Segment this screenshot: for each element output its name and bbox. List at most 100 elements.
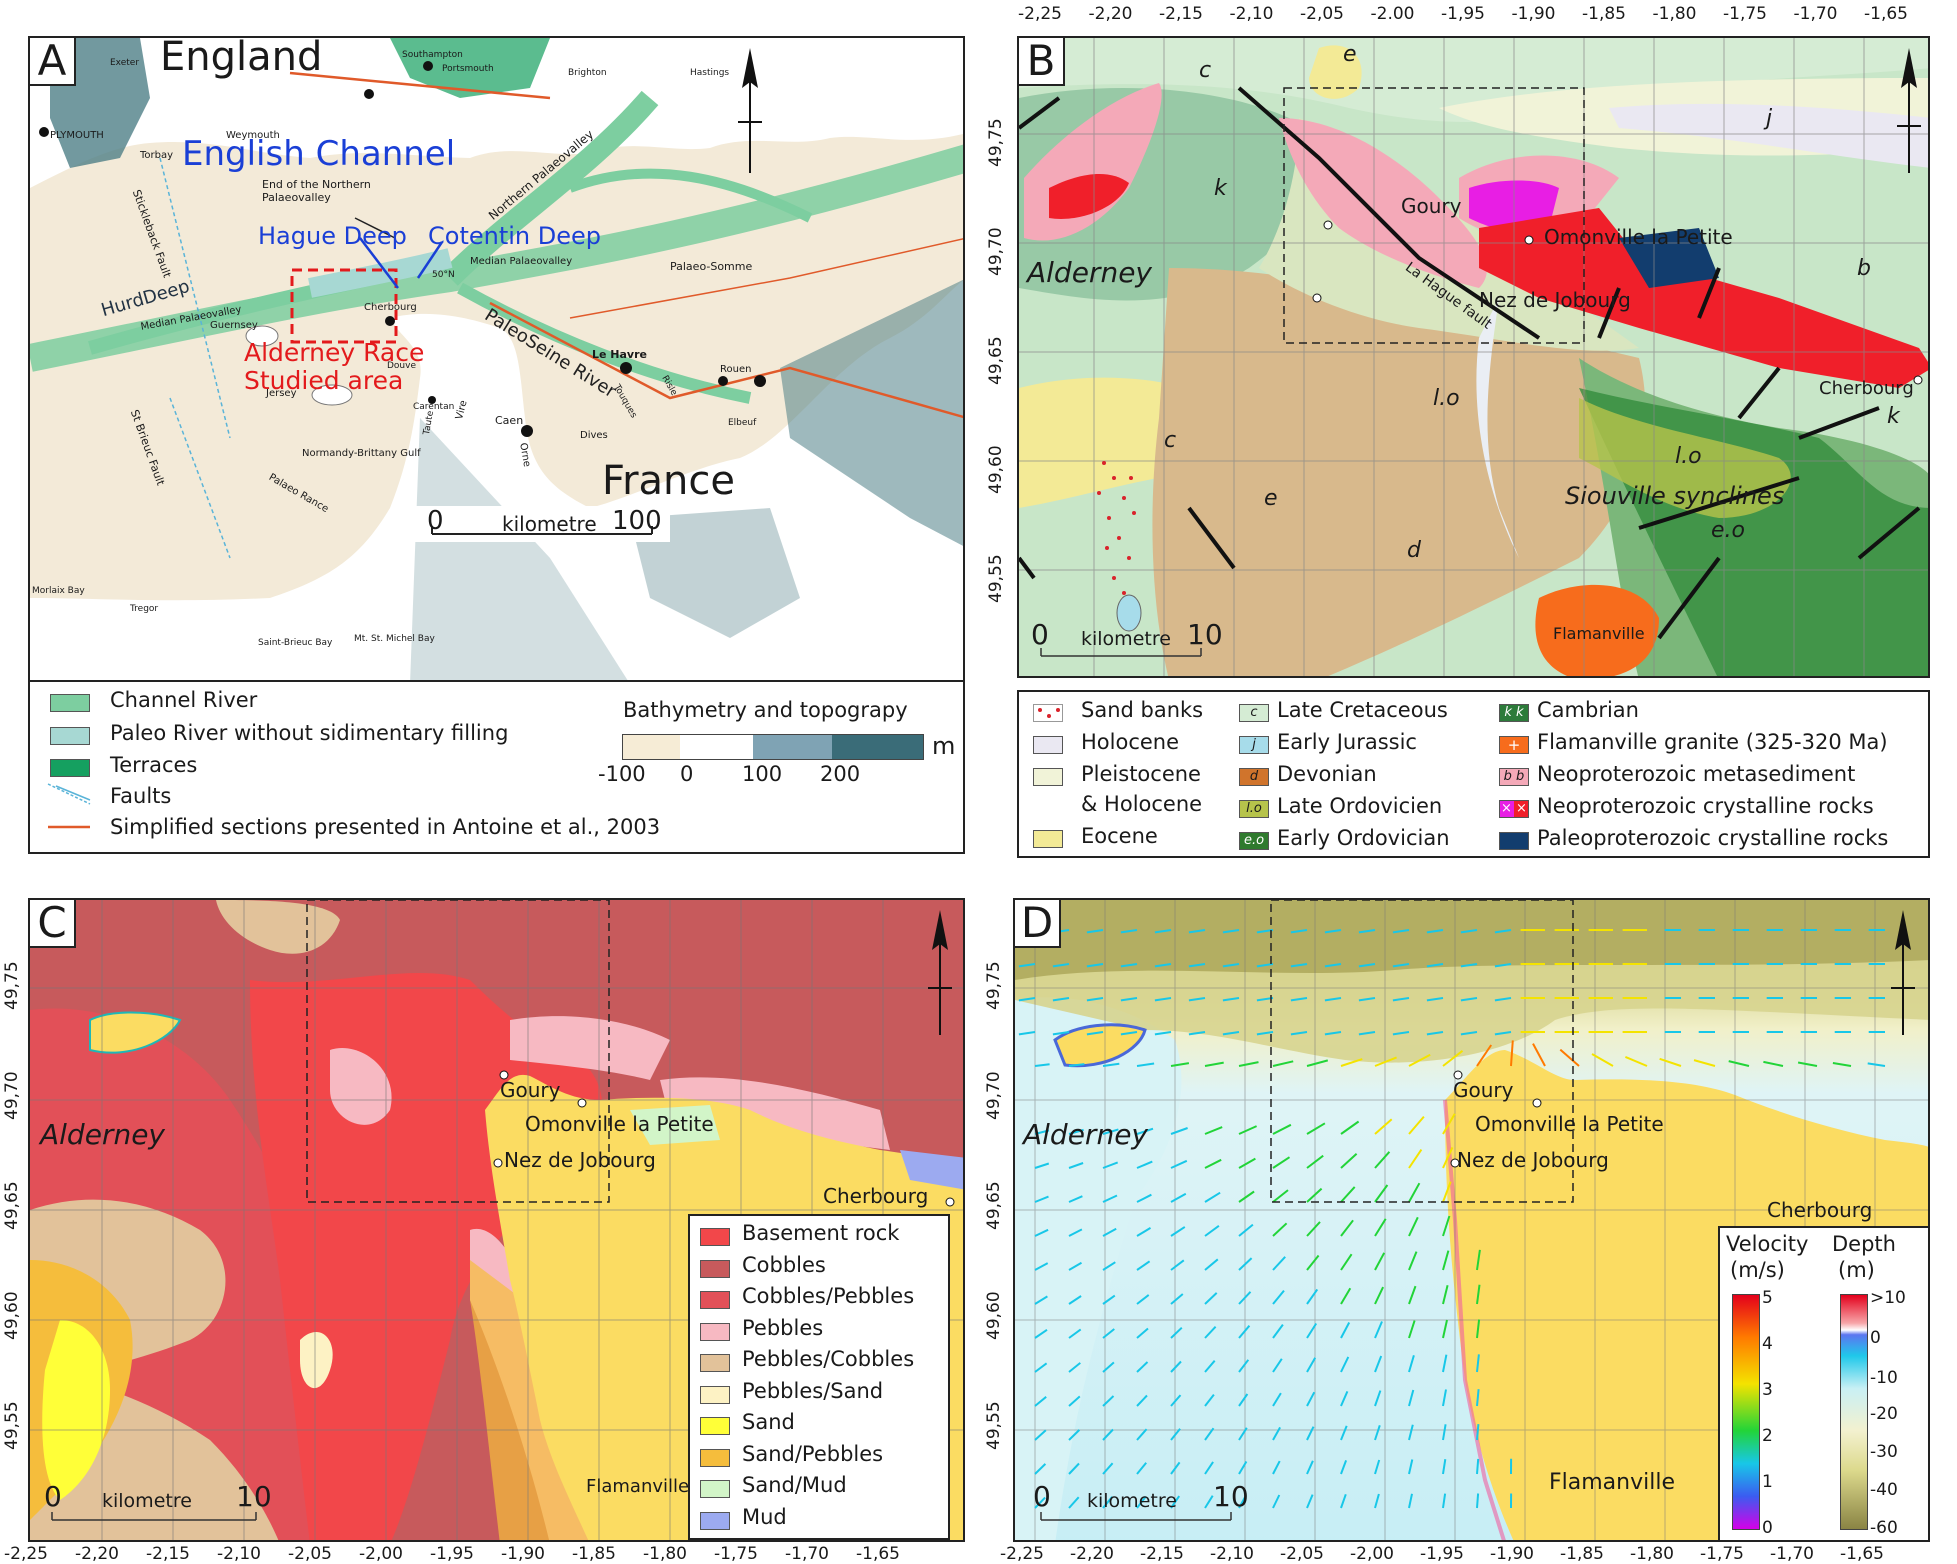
legend-cambrian: Cambrian — [1537, 698, 1639, 722]
legend-neo-metasediment: Neoproterozoic metasediment — [1537, 762, 1855, 786]
velocity-tick-4: 4 — [1762, 1334, 1773, 1354]
brighton-label: Brighton — [568, 68, 607, 78]
depth-tick-m20: -20 — [1870, 1404, 1898, 1424]
legend-cobbles: Cobbles — [742, 1253, 826, 1277]
southampton-label: Southampton — [402, 50, 463, 60]
panel-a-graphics — [30, 38, 965, 682]
panel-d-label: D — [1015, 900, 1061, 948]
le-havre-label: Le Havre — [592, 348, 647, 361]
legend-neo-crystalline: Neoproterozoic crystalline rocks — [1537, 794, 1874, 818]
bathy-title: Bathymetry and topograpy — [623, 698, 908, 722]
lon-tick-d-11: -1,70 — [1770, 1544, 1814, 1564]
english-channel-label: English Channel — [182, 134, 455, 174]
bathy-colorbar — [622, 734, 924, 760]
elbeuf-label: Elbeuf — [728, 418, 756, 428]
scale-d-max: 10 — [1213, 1480, 1249, 1513]
lat-tick-b-4: 49,55 — [986, 554, 1006, 603]
palaeo-somme-label: Palaeo-Somme — [670, 260, 752, 273]
swatch-paleoproterozoic — [1499, 832, 1529, 850]
lon-tick-d-0: -2,25 — [1000, 1544, 1044, 1564]
scale-c-max: 10 — [236, 1480, 272, 1513]
lat-tick-b-3: 49,60 — [986, 445, 1006, 494]
lon-tick-c-10: -1,75 — [714, 1544, 758, 1564]
legend-and-holocene: & Holocene — [1081, 792, 1202, 816]
legend-sections: Simplified sections presented in Antoine… — [110, 815, 660, 839]
lat-tick-d-2: 49,65 — [984, 1181, 1004, 1230]
lon-tick-d-10: -1,75 — [1700, 1544, 1744, 1564]
lat-tick-c-1: 49,70 — [2, 1071, 22, 1120]
lon-tick-c-7: -1,90 — [501, 1544, 545, 1564]
unit-e-north: e — [1343, 42, 1357, 67]
flamanville-label-d: Flamanville — [1549, 1470, 1675, 1495]
bathy-tick-3: 100 — [742, 762, 782, 786]
morlaix-bay-label: Morlaix Bay — [32, 586, 85, 596]
normandy-gulf-label: Normandy-Brittany Gulf — [302, 448, 421, 459]
flamanville-label-b: Flamanville — [1553, 624, 1645, 643]
scale-b-max: 10 — [1187, 618, 1223, 651]
alderney-label-d: Alderney — [1023, 1118, 1148, 1151]
lat-tick-d-1: 49,70 — [984, 1071, 1004, 1120]
lon-tick-d-2: -2,15 — [1140, 1544, 1184, 1564]
jersey-label: Jersey — [266, 388, 297, 399]
legend-sand: Sand — [742, 1410, 795, 1434]
goury-label-c: Goury — [500, 1078, 560, 1102]
caen-label: Caen — [495, 414, 523, 427]
cherbourg-label-a: Cherbourg — [364, 302, 417, 313]
france-label: France — [602, 458, 735, 504]
swatch-pebbles-cobbles — [700, 1354, 730, 1372]
bathy-tick-2: 0 — [680, 762, 693, 786]
unit-k-west: k — [1214, 176, 1227, 201]
lat-tick-b-2: 49,65 — [986, 336, 1006, 385]
lat-tick-d-4: 49,55 — [984, 1401, 1004, 1450]
legend-pebbles-cobbles: Pebbles/Cobbles — [742, 1347, 914, 1371]
legend-late-ordovician: Late Ordovicien — [1277, 794, 1442, 818]
scale-a-zero: 0 — [427, 506, 444, 536]
exeter-label: Exeter — [110, 58, 139, 68]
legend-d: Velocity (m/s) 5 4 3 2 1 0 Depth (m) >10… — [1718, 1226, 1930, 1542]
current-vector — [1477, 1494, 1478, 1509]
swatch-flamanville-granite: + — [1499, 736, 1529, 754]
fifty-north-label: 50°N — [432, 270, 455, 280]
rouen-label: Rouen — [720, 364, 751, 375]
alderney-label-c: Alderney — [40, 1118, 165, 1151]
legend-pebbles-sand: Pebbles/Sand — [742, 1379, 883, 1403]
velocity-tick-3: 3 — [1762, 1380, 1773, 1400]
hastings-label: Hastings — [690, 68, 729, 78]
current-vector — [1477, 1424, 1478, 1440]
legend-eocene: Eocene — [1081, 824, 1158, 848]
omonville-label-b: Omonville la Petite — [1544, 225, 1733, 249]
velocity-tick-5: 5 — [1762, 1288, 1773, 1308]
legend-paleo-river: Paleo River without sidimentary filling — [110, 721, 508, 745]
lon-tick-d-8: -1,85 — [1560, 1544, 1604, 1564]
panel-a-map: A England France English Channel Hague D… — [28, 36, 965, 682]
legend-a-lines — [30, 682, 110, 854]
swatch-pebbles — [700, 1323, 730, 1341]
unit-lo-west: l.o — [1433, 386, 1460, 411]
depth-tick-m40: -40 — [1870, 1480, 1898, 1500]
panel-c-label: C — [30, 900, 76, 948]
lon-tick-b-3: -2,10 — [1230, 4, 1274, 24]
lon-tick-b-12: -1,65 — [1864, 4, 1908, 24]
swatch-holocene — [1033, 736, 1063, 754]
lon-tick-c-9: -1,80 — [643, 1544, 687, 1564]
legend-holocene: Holocene — [1081, 730, 1179, 754]
depth-title: Depth — [1832, 1232, 1896, 1256]
douve-label: Douve — [387, 361, 416, 371]
depth-tick-m30: -30 — [1870, 1442, 1898, 1462]
swatch-cambrian: k k — [1499, 704, 1529, 722]
lat-tick-c-3: 49,60 — [2, 1291, 22, 1340]
swatch-pebbles-sand — [700, 1386, 730, 1404]
legend-pebbles: Pebbles — [742, 1316, 823, 1340]
swatch-sand-mud — [700, 1480, 730, 1498]
carentan-label: Carentan — [413, 402, 454, 412]
panel-b-label: B — [1019, 38, 1065, 86]
lon-tick-b-1: -2,20 — [1089, 4, 1133, 24]
panel-b-map: B Alderney Goury Omonville la Petite Nez… — [1017, 36, 1930, 678]
lon-tick-c-1: -2,20 — [75, 1544, 119, 1564]
lon-tick-d-7: -1,90 — [1490, 1544, 1534, 1564]
lon-tick-d-5: -2,00 — [1350, 1544, 1394, 1564]
legend-late-cretaceous: Late Cretaceous — [1277, 698, 1448, 722]
nez-label-c: Nez de Jobourg — [504, 1148, 656, 1172]
lon-tick-d-3: -2,10 — [1210, 1544, 1254, 1564]
siouville-label: Siouville synclines — [1565, 482, 1784, 510]
